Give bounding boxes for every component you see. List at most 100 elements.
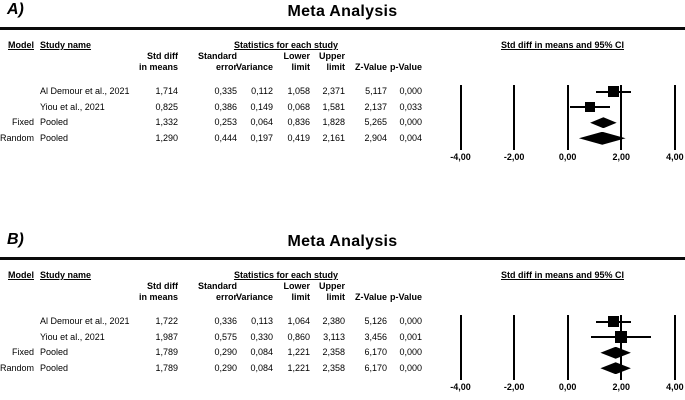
title-rule [0, 27, 685, 30]
column-subheader: p-Value [389, 62, 422, 72]
stat-cell: 0,197 [250, 132, 273, 143]
table-row: Yiou et al., 2021 1,987 0,575 0,330 0,860 3,1… [0, 330, 430, 346]
stat-cell: 2,371 [322, 86, 345, 96]
stat-cell: 2,137 [364, 101, 387, 112]
study-point-marker [608, 316, 620, 328]
stat-cell: 0,290 [214, 362, 237, 373]
stat-cell: 1,290 [155, 132, 178, 143]
stat-cell: 0,000 [399, 316, 422, 326]
stat-cell: 2,904 [364, 132, 387, 143]
study-column-header: Study name [40, 270, 92, 280]
study-cell: Pooled [40, 362, 69, 373]
pooled-diamond-marker [600, 362, 631, 375]
axis-gridline [620, 85, 623, 150]
stat-cell: 0,084 [250, 362, 273, 373]
stat-cell: 0,084 [250, 347, 273, 357]
column-subheader: Z-Value [354, 62, 387, 72]
panel-b: B) Meta Analysis Model Study name Statis… [0, 230, 685, 400]
stat-cell: 2,161 [322, 132, 345, 143]
column-subheader: Std diff in means [138, 51, 178, 72]
column-subheader: Variance [235, 62, 273, 72]
axis-gridline [513, 85, 516, 150]
stat-cell: 0,290 [214, 347, 237, 357]
panel-a: A) Meta Analysis Model Study name Statis… [0, 1, 685, 162]
statistics-group-header: Statistics for each study [233, 270, 339, 280]
study-point-marker [584, 102, 595, 113]
axis-gridline [513, 315, 516, 380]
stat-cell: 0,001 [399, 331, 422, 342]
axis-gridline [673, 315, 676, 380]
stat-cell: 5,126 [364, 316, 387, 326]
stat-cell: 1,332 [155, 117, 178, 127]
model-column-header: Model [8, 40, 34, 50]
stat-cell: 0,000 [399, 362, 422, 373]
study-cell: Yiou et al., 2021 [40, 331, 105, 342]
column-subheader: p-Value [389, 292, 422, 302]
table-row: Fixed Pooled 1,332 0,253 0,064 0,836 1,828 5,26… [0, 115, 430, 131]
ci-plot-header: Std diff in means and 95% CI [500, 40, 625, 50]
table-row: Fixed Pooled 1,789 0,290 0,084 1,221 2,358 6,17… [0, 345, 430, 361]
stat-cell: 0,335 [214, 86, 237, 96]
column-subheader: Lower limit [283, 51, 310, 72]
axis-tick-label: -2,00 [503, 382, 525, 392]
stat-cell: 0,000 [399, 117, 422, 127]
axis-gridline [566, 315, 569, 380]
stat-cell: 2,380 [322, 316, 345, 326]
stat-cell: 6,170 [364, 347, 387, 357]
stat-cell: 0,330 [250, 331, 273, 342]
study-cell: Al Demour et al., 2021 [40, 316, 130, 326]
pooled-diamond-marker [590, 117, 617, 129]
stat-cell: 5,117 [365, 86, 387, 96]
stat-cell: 0,149 [250, 101, 273, 112]
table-row: Al Demour et al., 2021 1,722 0,336 0,113 1,0… [0, 314, 430, 330]
axis-tick-label: 2,00 [612, 152, 631, 162]
stat-cell: 1,789 [155, 362, 178, 373]
ci-plot-header: Std diff in means and 95% CI [500, 270, 625, 280]
stat-cell: 0,860 [287, 331, 310, 342]
panel-title: Meta Analysis [287, 3, 398, 20]
table-row: Random Pooled 1,789 0,290 0,084 1,221 2,358 6,1… [0, 361, 430, 377]
stat-cell: 0,825 [155, 101, 178, 112]
column-subheader: Lower limit [283, 281, 310, 302]
axis-tick-label: -4,00 [450, 152, 471, 162]
model-cell: Fixed [11, 117, 34, 127]
axis-tick-label: -2,00 [503, 152, 525, 162]
axis-gridline [673, 85, 676, 150]
stat-cell: 0,575 [214, 331, 237, 342]
table-row: Random Pooled 1,290 0,444 0,197 0,419 2,161 2,9… [0, 131, 430, 147]
axis-tick-label: 4,00 [666, 382, 684, 392]
study-point-marker [608, 86, 620, 98]
stat-cell: 6,170 [364, 362, 387, 373]
stat-cell: 1,221 [287, 362, 310, 373]
stat-cell: 0,419 [287, 132, 310, 143]
axis-tick-label: 2,00 [612, 382, 631, 392]
study-cell: Yiou et al., 2021 [40, 101, 105, 112]
stat-cell: 0,444 [214, 132, 237, 143]
stat-cell: 1,987 [155, 331, 178, 342]
pooled-diamond-marker [600, 346, 631, 359]
pooled-diamond-marker [578, 131, 626, 145]
stat-cell: 0,033 [399, 101, 422, 112]
study-point-marker [614, 331, 627, 344]
column-subheader: Std diff in means [138, 281, 178, 302]
stat-cell: 0,836 [287, 117, 310, 127]
axis-gridline [459, 85, 462, 150]
axis-tick-label: 0,00 [558, 382, 577, 392]
stat-cell: 0,000 [399, 347, 422, 357]
study-cell: Al Demour et al., 2021 [40, 86, 130, 96]
panel-title: Meta Analysis [287, 233, 398, 250]
stat-cell: 0,004 [399, 132, 422, 143]
title-rule [0, 257, 685, 260]
stat-cell: 0,113 [251, 316, 273, 326]
stat-cell: 0,112 [251, 86, 273, 96]
stat-cell: 1,714 [155, 86, 178, 96]
study-cell: Pooled [40, 132, 69, 143]
stat-cell: 0,336 [214, 316, 237, 326]
stat-cell: 1,828 [322, 117, 345, 127]
column-subheader: Upper limit [318, 51, 345, 72]
column-subheader: Standard error [197, 281, 237, 302]
stat-cell: 0,253 [214, 117, 237, 127]
study-cell: Pooled [40, 347, 69, 357]
stat-cell: 0,068 [287, 101, 310, 112]
column-subheader: Upper limit [318, 281, 345, 302]
